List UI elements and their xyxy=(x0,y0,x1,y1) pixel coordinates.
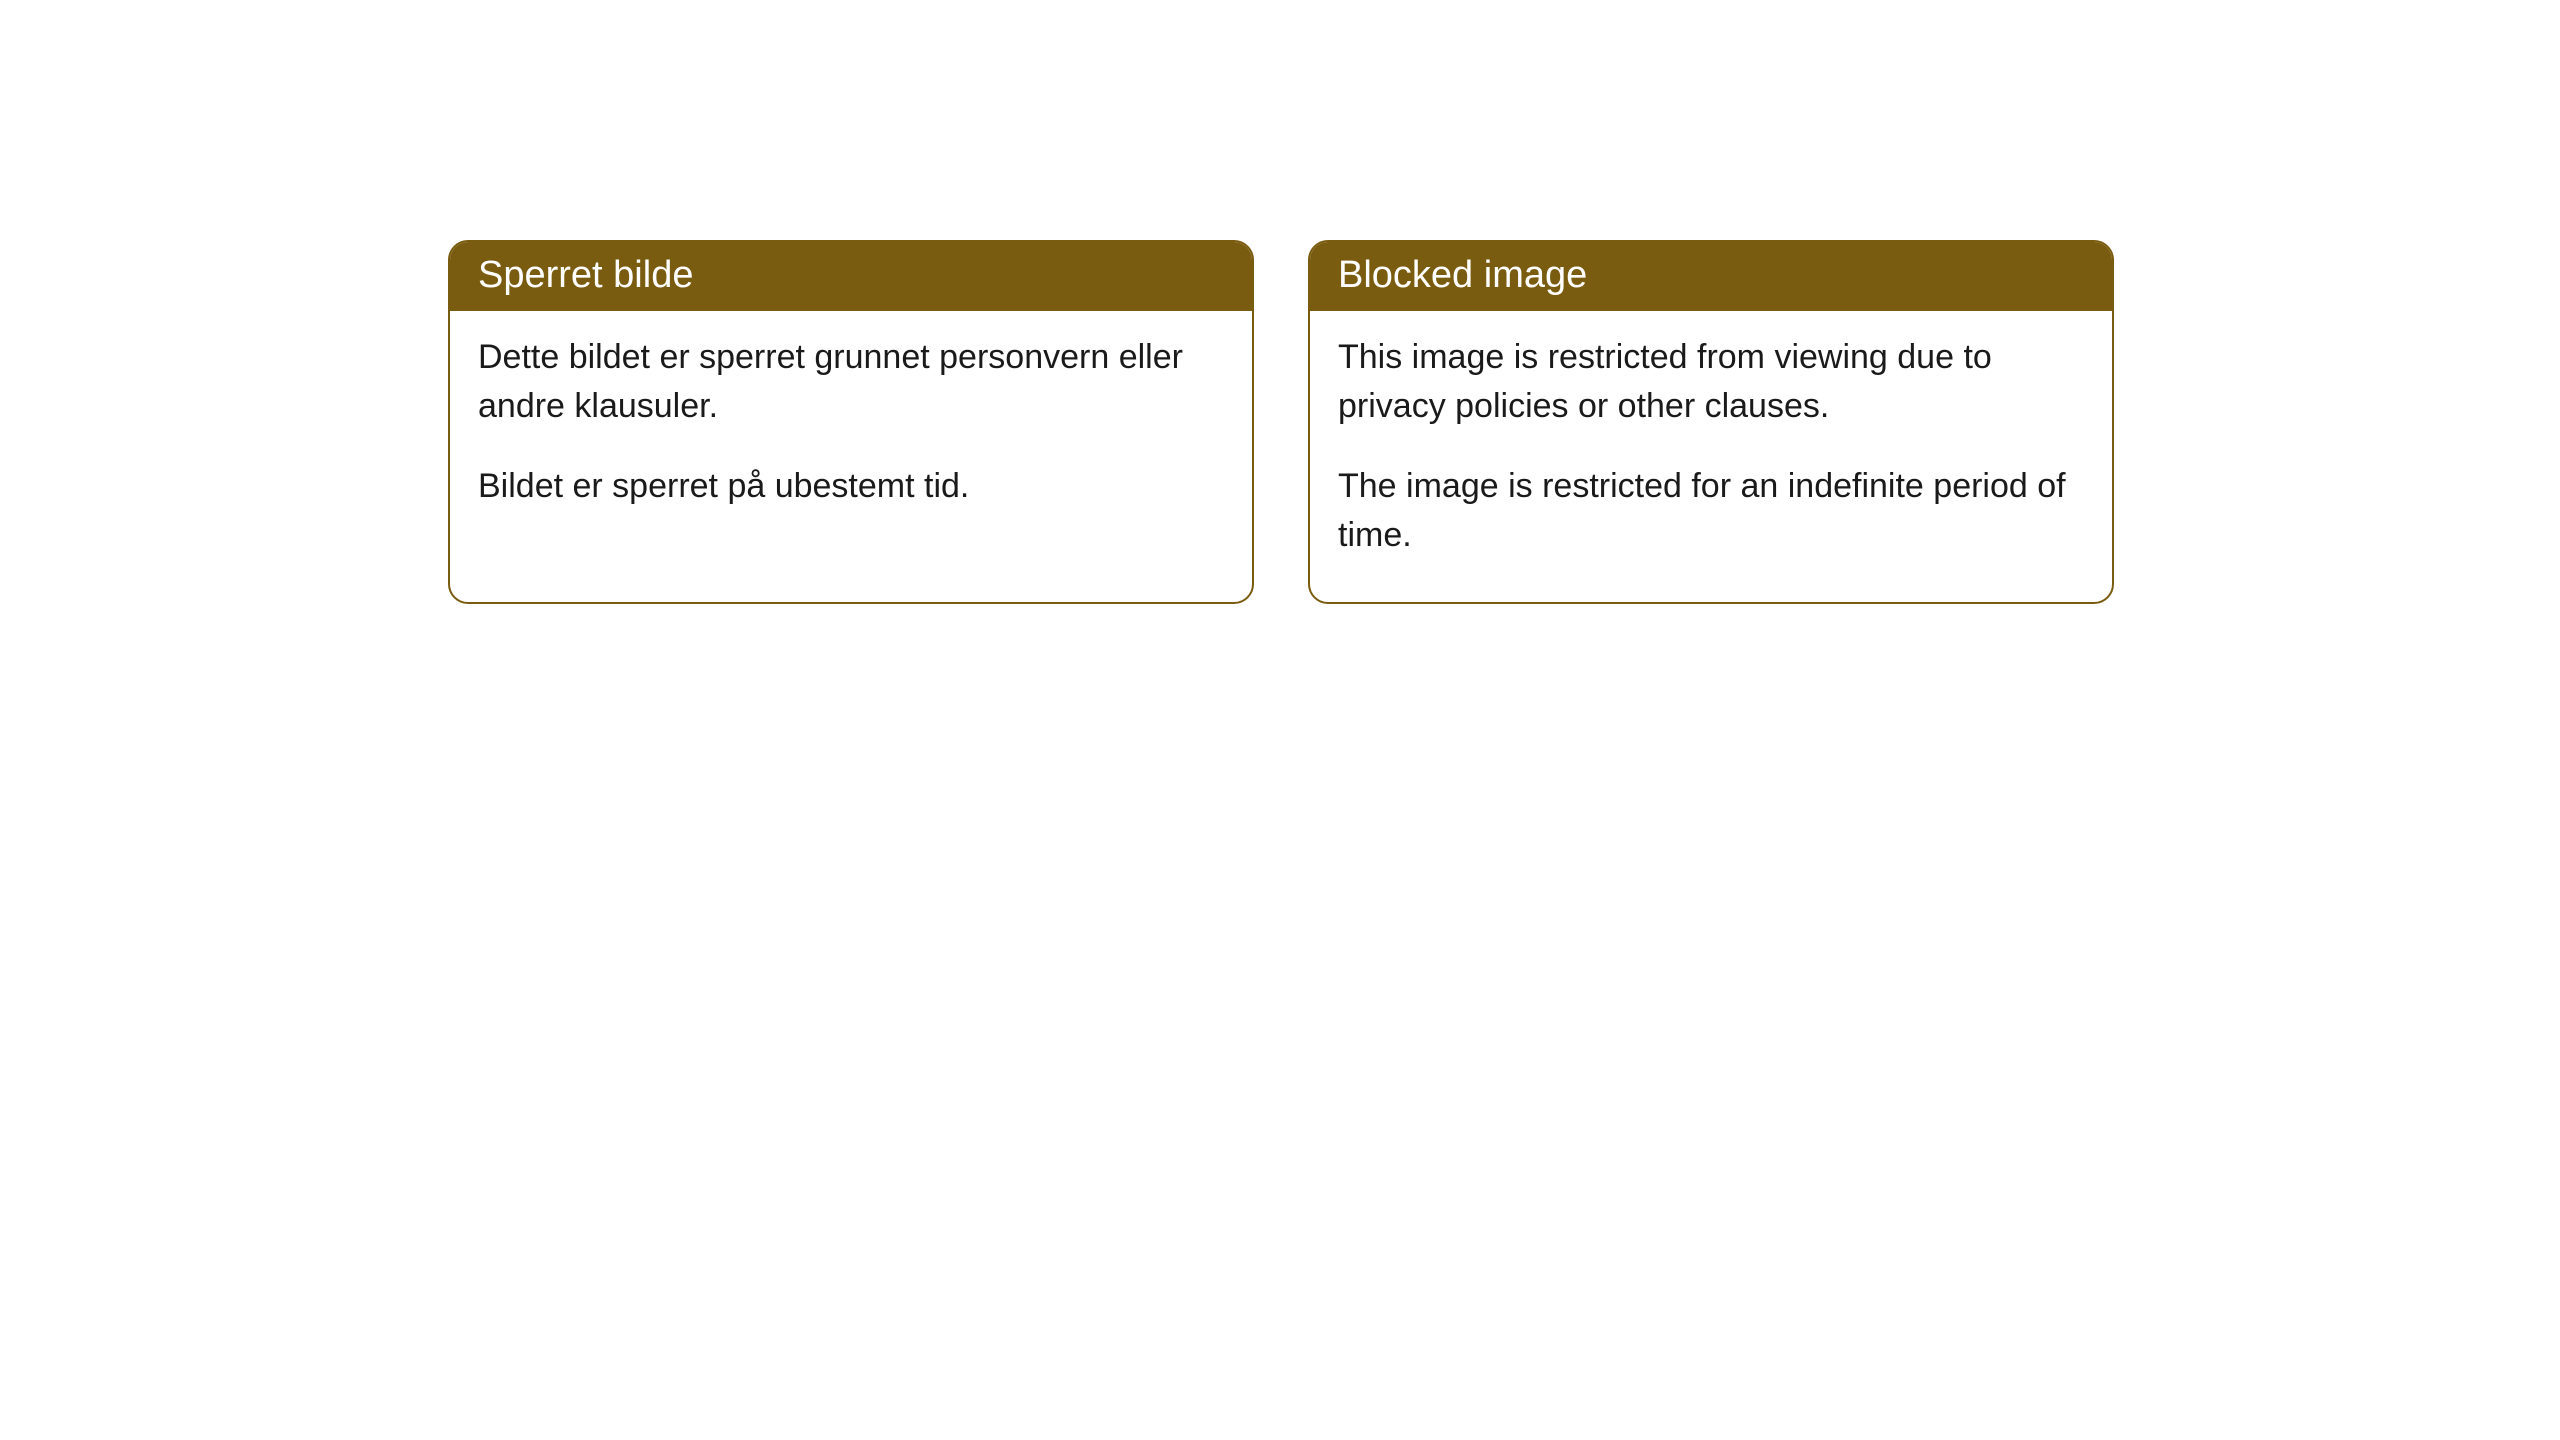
card-header: Sperret bilde xyxy=(450,242,1252,311)
card-body: Dette bildet er sperret grunnet personve… xyxy=(450,311,1252,553)
notice-card-english: Blocked image This image is restricted f… xyxy=(1308,240,2114,604)
notice-card-norwegian: Sperret bilde Dette bildet er sperret gr… xyxy=(448,240,1254,604)
card-title: Sperret bilde xyxy=(478,254,693,296)
card-paragraph: Dette bildet er sperret grunnet personve… xyxy=(478,333,1224,432)
notice-container: Sperret bilde Dette bildet er sperret gr… xyxy=(0,0,2560,604)
card-header: Blocked image xyxy=(1310,242,2112,311)
card-paragraph: The image is restricted for an indefinit… xyxy=(1338,462,2084,561)
card-body: This image is restricted from viewing du… xyxy=(1310,311,2112,602)
card-title: Blocked image xyxy=(1338,254,1587,296)
card-paragraph: This image is restricted from viewing du… xyxy=(1338,333,2084,432)
card-paragraph: Bildet er sperret på ubestemt tid. xyxy=(478,462,1224,511)
